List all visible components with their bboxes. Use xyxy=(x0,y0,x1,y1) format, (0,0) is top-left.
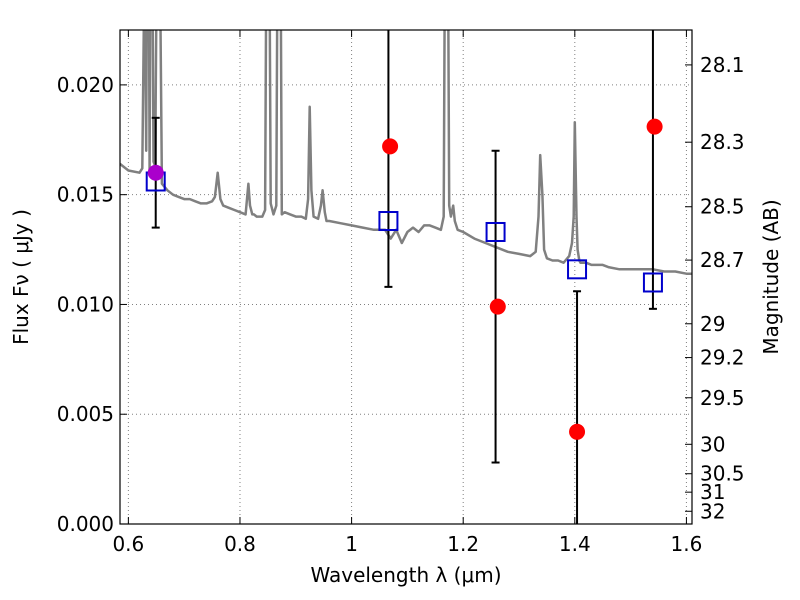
model-photometry-square xyxy=(567,259,588,280)
y-tick-label: 0.005 xyxy=(57,402,114,426)
magnitude-tick-label: 31 xyxy=(700,480,725,504)
observed-point xyxy=(646,118,663,135)
x-tick-label: 0.6 xyxy=(112,532,144,556)
x-tick-label: 1.4 xyxy=(559,532,591,556)
observed-points xyxy=(147,118,663,440)
magnitude-tick-label: 28.1 xyxy=(700,53,745,77)
magnitude-tick-label: 29 xyxy=(700,312,725,336)
model-photometry-square xyxy=(642,272,663,293)
magnitude-tick-label: 28.7 xyxy=(700,248,745,272)
x-tick-label: 0.8 xyxy=(224,532,256,556)
model-photometry-points xyxy=(145,171,663,293)
model-spectrum-line xyxy=(120,30,692,275)
observed-point xyxy=(382,138,399,155)
magnitude-tick-label: 32 xyxy=(700,499,725,523)
y-ticks: 0.000 0.005 0.010 0.015 0.020 xyxy=(57,73,127,536)
x-ticks: 0.6 0.8 1 1.2 1.4 1.6 xyxy=(112,30,702,556)
observed-point xyxy=(147,164,164,181)
x-tick-label: 1.6 xyxy=(671,532,703,556)
y-axis-label: Flux Fν ( μJy ) xyxy=(9,209,33,345)
magnitude-tick-label: 29.2 xyxy=(700,346,745,370)
y-tick-label: 0.020 xyxy=(57,73,114,97)
magnitude-tick-label: 28.5 xyxy=(700,195,745,219)
magnitude-tick-label: 28.3 xyxy=(700,130,745,154)
magnitude-tick-label: 30 xyxy=(700,432,725,456)
magnitude-tick-label: 30.5 xyxy=(700,462,745,486)
x-tick-label: 1 xyxy=(345,532,358,556)
observed-point xyxy=(489,298,506,315)
plot-frame xyxy=(119,29,693,525)
model-photometry-square xyxy=(485,221,506,242)
x-axis-label: Wavelength λ (μm) xyxy=(310,563,501,587)
y-tick-label: 0.010 xyxy=(57,292,114,316)
model-photometry-square xyxy=(378,211,399,232)
x-tick-label: 1.2 xyxy=(447,532,479,556)
magnitude-tick-label: 29.5 xyxy=(700,386,745,410)
y2-axis-label: Magnitude (AB) xyxy=(759,199,783,354)
error-bars xyxy=(151,30,657,524)
y-tick-label: 0.015 xyxy=(57,183,114,207)
y-tick-label: 0.000 xyxy=(57,512,114,536)
observed-point xyxy=(569,423,586,440)
grid-lines xyxy=(120,30,692,525)
